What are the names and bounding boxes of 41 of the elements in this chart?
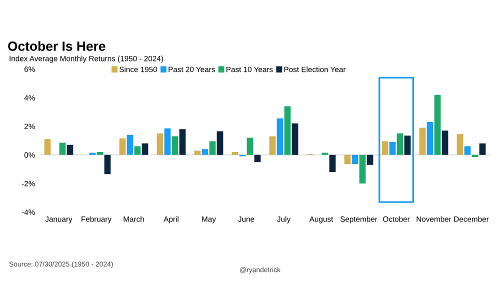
bar [254, 154, 261, 162]
chart-title: October Is Here [8, 41, 106, 51]
bar [276, 118, 284, 155]
bar [426, 122, 434, 155]
bar [366, 154, 374, 165]
bar [216, 131, 224, 155]
bar [404, 136, 411, 155]
bar [352, 154, 358, 164]
bar [479, 143, 486, 155]
bar [389, 142, 396, 155]
bar [246, 138, 254, 155]
bar [419, 128, 426, 155]
bar [119, 138, 126, 155]
bar [202, 149, 208, 155]
bar [284, 106, 291, 155]
bar [442, 130, 448, 155]
bar [456, 134, 464, 155]
bar [396, 133, 404, 155]
bar [126, 134, 134, 155]
bar [156, 133, 164, 155]
bar [164, 128, 171, 155]
bar [179, 129, 186, 155]
bar [172, 136, 178, 155]
bar [134, 146, 141, 155]
bar [142, 143, 148, 155]
bar [104, 154, 111, 174]
bar [194, 150, 201, 155]
bar [96, 152, 104, 155]
bar [44, 139, 51, 155]
bar [464, 146, 471, 155]
bar [209, 141, 216, 155]
bar [359, 154, 366, 184]
bar [434, 94, 441, 155]
bar [329, 154, 336, 172]
bar [66, 144, 74, 155]
bar [292, 123, 298, 155]
bar [59, 142, 66, 155]
bar [382, 141, 388, 155]
bar [232, 152, 238, 155]
bar [344, 154, 351, 164]
bar [269, 136, 276, 155]
